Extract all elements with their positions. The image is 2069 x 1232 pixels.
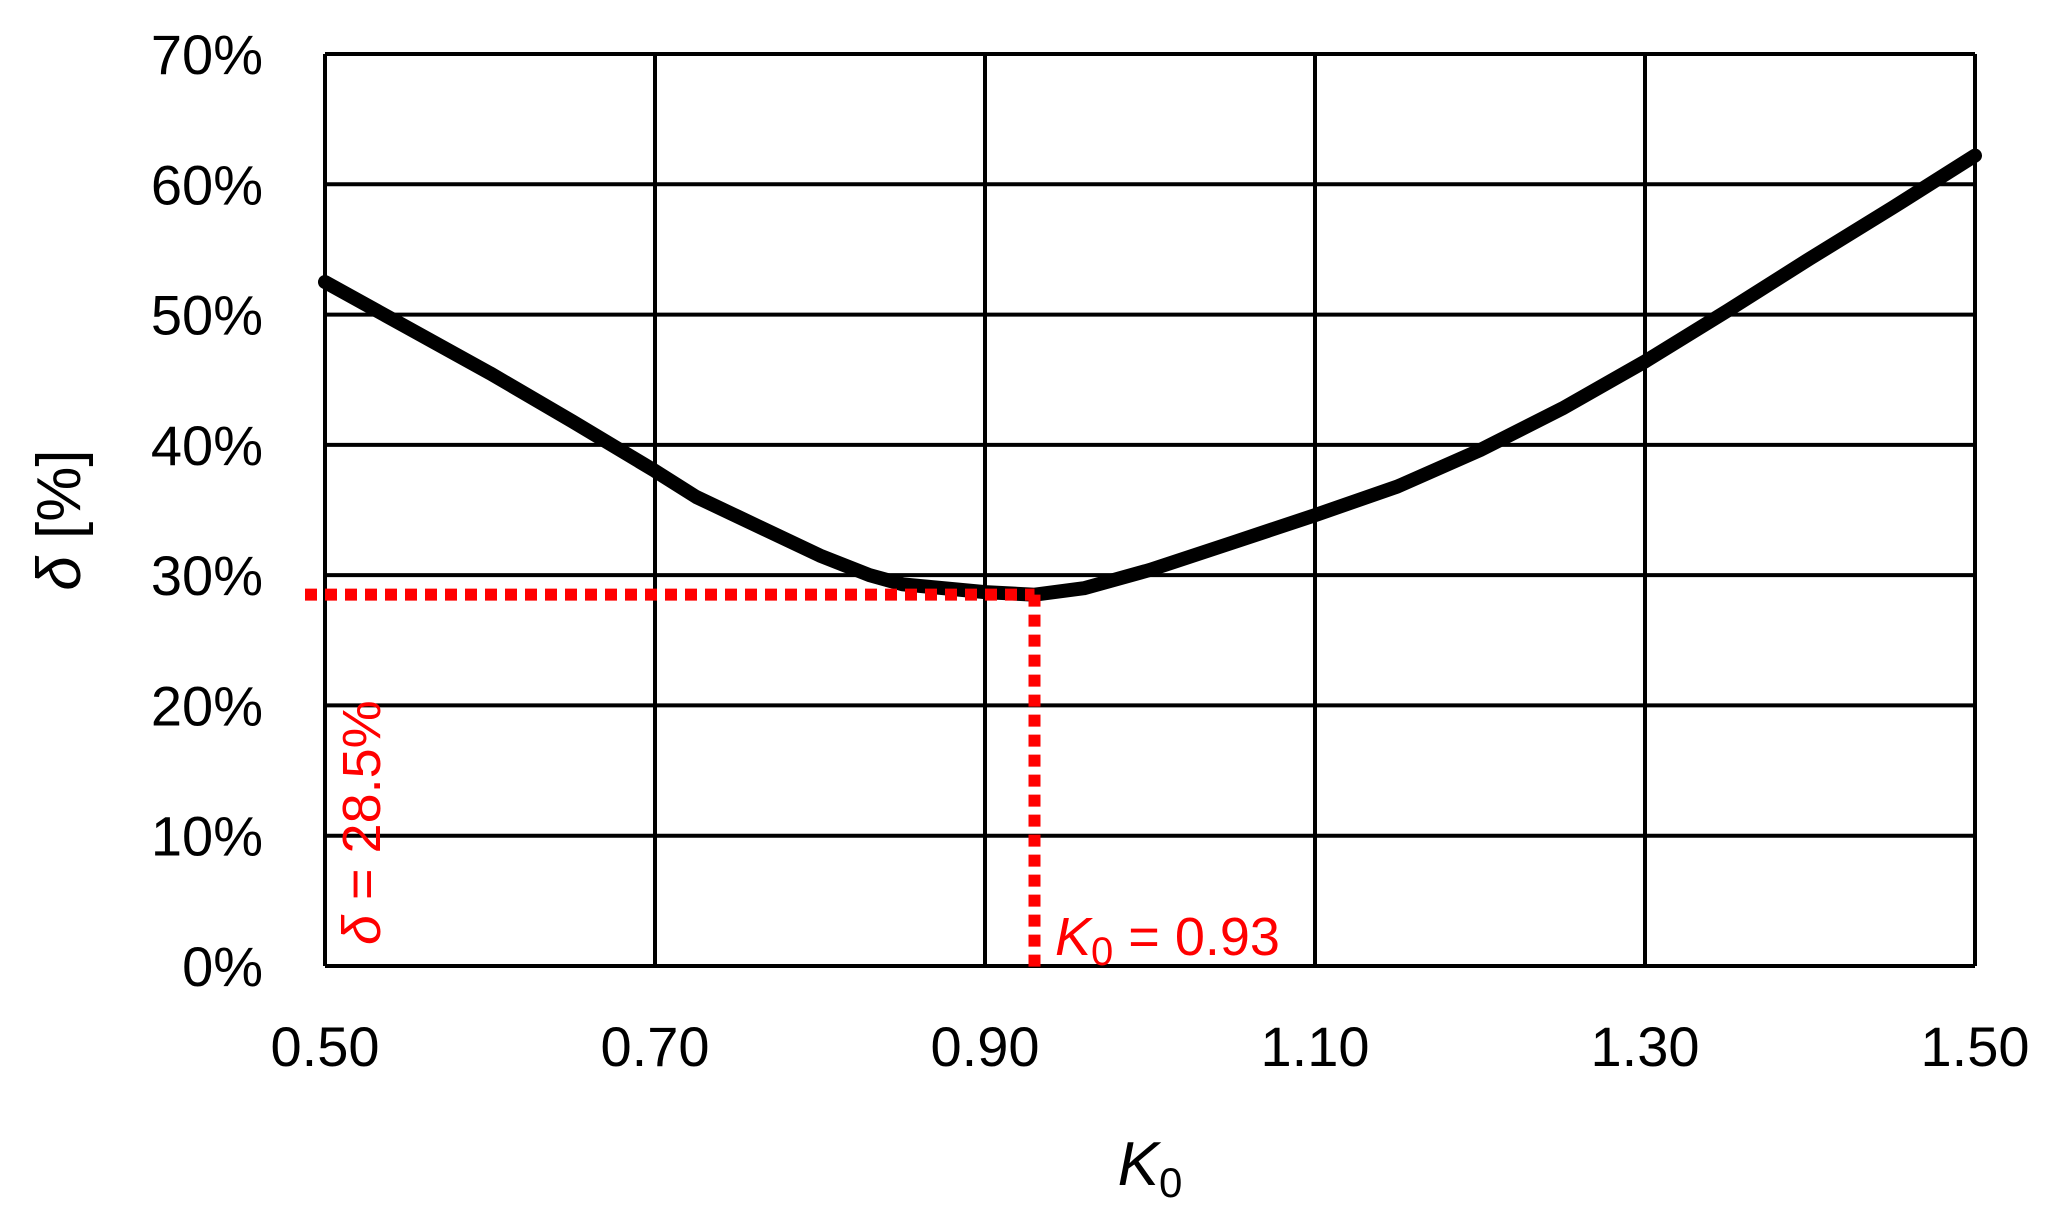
delta-annotation-label: δ = 28.5%	[332, 700, 392, 945]
series-layer	[325, 156, 1975, 595]
x-tick-label-0: 0.50	[271, 1015, 380, 1078]
y-tick-labels: 0% 10% 20% 30% 40% 50% 60% 70%	[151, 23, 263, 998]
x-tick-label-5: 1.50	[1921, 1015, 2030, 1078]
k0-annotation-subscript: 0	[1091, 930, 1113, 974]
y-tick-label-6: 60%	[151, 153, 263, 216]
x-axis-title-subscript: 0	[1159, 1159, 1182, 1206]
x-tick-label-4: 1.30	[1591, 1015, 1700, 1078]
annotation-layer	[305, 595, 1035, 972]
series-line-0	[325, 156, 1975, 595]
x-tick-labels: 0.50 0.70 0.90 1.10 1.30 1.50	[271, 1015, 2030, 1078]
y-tick-label-0: 0%	[182, 935, 263, 998]
y-tick-label-4: 40%	[151, 414, 263, 477]
y-tick-label-5: 50%	[151, 284, 263, 347]
k0-annotation-value: = 0.93	[1113, 907, 1280, 967]
delta-annotation-symbol: δ	[332, 914, 392, 945]
y-axis-title-rest: [%]	[25, 449, 94, 556]
k0-annotation-symbol: K	[1055, 907, 1093, 967]
y-axis-title-symbol: δ	[25, 556, 94, 591]
delta-annotation-value: = 28.5%	[332, 700, 392, 915]
x-axis-title-symbol: K	[1118, 1130, 1162, 1199]
y-tick-label-7: 70%	[151, 23, 263, 86]
y-tick-label-3: 30%	[151, 544, 263, 607]
k0-annotation-label: K0 = 0.93	[1055, 907, 1280, 974]
x-tick-label-1: 0.70	[601, 1015, 710, 1078]
x-axis-title: K0	[1118, 1130, 1183, 1206]
y-tick-label-2: 20%	[151, 674, 263, 737]
x-tick-label-2: 0.90	[931, 1015, 1040, 1078]
y-axis-title: δ [%]	[25, 449, 94, 590]
y-tick-label-1: 10%	[151, 805, 263, 868]
grid-lines	[325, 54, 1975, 966]
x-tick-label-3: 1.10	[1261, 1015, 1370, 1078]
